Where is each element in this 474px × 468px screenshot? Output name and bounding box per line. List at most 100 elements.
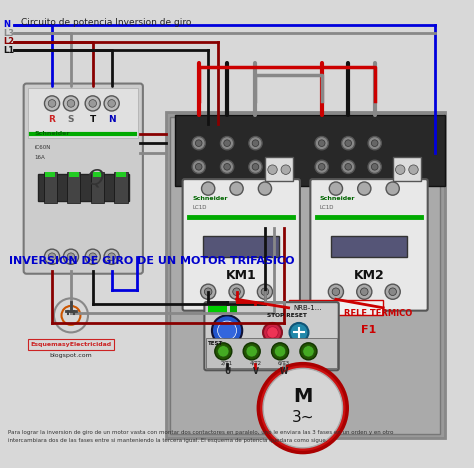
Text: T: T (90, 115, 96, 124)
Circle shape (85, 249, 100, 264)
Text: V: V (253, 367, 258, 376)
Bar (46, 172, 55, 177)
Circle shape (229, 284, 244, 300)
Circle shape (215, 343, 232, 360)
Circle shape (372, 140, 378, 146)
Text: STOP RESET: STOP RESET (267, 314, 307, 319)
Text: 6/T3: 6/T3 (278, 360, 290, 366)
Text: L1: L1 (3, 46, 14, 55)
Circle shape (258, 364, 347, 453)
Circle shape (342, 137, 355, 150)
Circle shape (345, 163, 352, 170)
Circle shape (268, 165, 277, 175)
Bar (170, 117, 440, 434)
Circle shape (361, 288, 368, 295)
Text: Circuito de potencia Inversion de giro: Circuito de potencia Inversion de giro (21, 18, 191, 27)
Circle shape (249, 137, 262, 150)
Text: F1: F1 (361, 325, 376, 335)
Text: R: R (49, 115, 55, 124)
Circle shape (45, 249, 60, 264)
Circle shape (342, 160, 355, 174)
Bar (265, 157, 293, 181)
Bar (392, 157, 421, 181)
Text: L2: L2 (3, 37, 14, 46)
Text: KM1: KM1 (226, 269, 256, 282)
Circle shape (386, 182, 399, 195)
Circle shape (300, 343, 317, 360)
Text: KM2: KM2 (354, 269, 384, 282)
Circle shape (290, 323, 309, 342)
Circle shape (204, 288, 212, 295)
Circle shape (315, 160, 328, 174)
Circle shape (303, 346, 314, 357)
Circle shape (224, 163, 230, 170)
Text: Schneider: Schneider (192, 196, 228, 201)
Circle shape (67, 100, 75, 107)
Circle shape (108, 253, 116, 261)
Bar (208, 306, 227, 314)
Circle shape (328, 284, 344, 300)
Circle shape (220, 137, 234, 150)
Circle shape (332, 288, 340, 295)
FancyBboxPatch shape (204, 302, 339, 370)
Circle shape (220, 160, 234, 174)
Circle shape (233, 288, 240, 295)
Text: 4/T2: 4/T2 (249, 360, 262, 366)
Text: W: W (280, 367, 288, 376)
Bar (117, 172, 126, 177)
Circle shape (64, 96, 79, 111)
Circle shape (48, 253, 56, 261)
Bar (230, 306, 237, 314)
Circle shape (230, 182, 243, 195)
Bar (38, 174, 128, 201)
Circle shape (372, 163, 378, 170)
Circle shape (252, 163, 259, 170)
Bar (206, 338, 337, 368)
Bar (67, 172, 81, 203)
Circle shape (409, 165, 418, 175)
Circle shape (263, 368, 343, 448)
Bar (91, 172, 104, 203)
Text: LC1D: LC1D (192, 205, 207, 210)
Circle shape (263, 323, 282, 342)
Circle shape (368, 160, 381, 174)
Circle shape (195, 140, 202, 146)
Bar (289, 300, 383, 315)
Circle shape (224, 140, 230, 146)
Text: Schneider: Schneider (320, 196, 356, 201)
Circle shape (345, 140, 352, 146)
Circle shape (45, 96, 60, 111)
Bar (44, 172, 57, 203)
Text: INVERSION DE GIRO DE UN MOTOR TRIFASICO: INVERSION DE GIRO DE UN MOTOR TRIFASICO (9, 256, 295, 266)
Text: LC1D: LC1D (320, 205, 334, 210)
Circle shape (48, 100, 56, 107)
Text: Para lograr la inversion de giro de un motor vasta con montar dos contactores en: Para lograr la inversion de giro de un m… (8, 430, 393, 435)
Circle shape (252, 140, 259, 146)
Circle shape (192, 160, 205, 174)
Circle shape (192, 137, 205, 150)
Circle shape (395, 165, 405, 175)
Circle shape (218, 346, 229, 357)
Circle shape (319, 163, 325, 170)
Circle shape (249, 160, 262, 174)
Circle shape (274, 346, 286, 357)
Text: NRB-1...: NRB-1... (293, 305, 322, 311)
Circle shape (319, 140, 325, 146)
Circle shape (201, 284, 216, 300)
Circle shape (218, 321, 237, 340)
Circle shape (212, 315, 242, 346)
Bar (175, 115, 445, 186)
Circle shape (64, 249, 79, 264)
Circle shape (246, 346, 257, 357)
Text: N: N (108, 115, 116, 124)
Text: U: U (224, 367, 230, 376)
Circle shape (89, 253, 97, 261)
FancyBboxPatch shape (24, 84, 143, 274)
Text: blogspot.com: blogspot.com (50, 353, 92, 358)
Circle shape (368, 137, 381, 150)
Bar (28, 88, 138, 139)
Circle shape (261, 288, 269, 295)
Text: 3~: 3~ (292, 410, 314, 425)
Bar (93, 172, 102, 177)
Circle shape (258, 182, 272, 195)
